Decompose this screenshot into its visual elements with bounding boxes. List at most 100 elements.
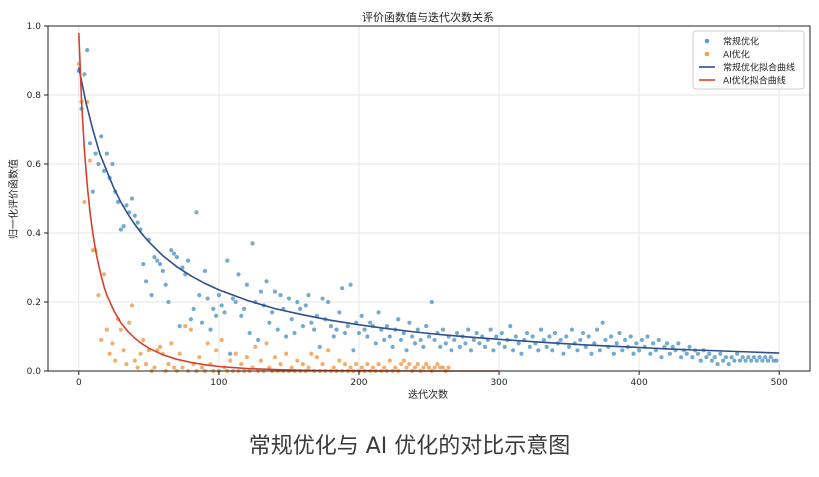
data-point xyxy=(233,351,238,356)
data-point xyxy=(541,337,546,343)
data-point xyxy=(477,341,482,346)
data-point xyxy=(143,362,149,367)
data-point xyxy=(166,299,171,305)
data-point xyxy=(219,337,224,343)
data-point xyxy=(457,344,462,349)
data-point xyxy=(183,324,188,329)
data-point xyxy=(258,289,264,294)
data-point xyxy=(586,334,591,339)
data-point xyxy=(578,337,583,343)
data-point xyxy=(637,348,642,353)
data-point xyxy=(348,282,353,287)
data-point xyxy=(278,362,283,367)
data-point xyxy=(292,330,297,336)
data-point xyxy=(337,358,342,363)
data-point xyxy=(169,248,174,253)
data-point xyxy=(494,334,499,339)
data-point xyxy=(113,358,118,363)
data-point xyxy=(118,327,123,332)
data-point xyxy=(174,255,179,260)
data-point xyxy=(135,220,140,225)
data-point xyxy=(614,341,619,346)
data-point xyxy=(132,213,137,218)
legend-label: 常规优化 xyxy=(723,36,759,48)
data-point xyxy=(440,327,446,332)
data-point xyxy=(258,358,264,363)
data-point xyxy=(191,306,196,311)
data-point xyxy=(474,330,479,336)
data-point xyxy=(227,358,233,363)
data-point xyxy=(368,320,373,325)
data-point xyxy=(774,358,779,363)
data-point xyxy=(138,351,143,356)
data-point xyxy=(765,358,771,363)
data-point xyxy=(426,334,432,339)
data-point xyxy=(564,334,569,339)
data-point xyxy=(508,324,513,329)
data-point xyxy=(152,255,157,260)
data-point xyxy=(163,282,168,287)
data-point xyxy=(396,317,401,322)
data-point xyxy=(558,337,563,343)
data-point xyxy=(712,355,717,360)
data-point xyxy=(309,320,314,325)
data-point xyxy=(715,362,720,367)
data-point xyxy=(157,261,163,267)
data-point xyxy=(320,362,325,367)
data-point xyxy=(132,358,137,363)
data-point xyxy=(763,355,768,360)
data-point xyxy=(110,341,115,346)
data-point xyxy=(348,365,353,370)
data-point xyxy=(93,151,98,156)
data-point xyxy=(398,362,404,367)
data-point xyxy=(709,358,715,363)
data-point xyxy=(219,303,224,308)
data-point xyxy=(87,158,93,163)
data-point xyxy=(496,341,502,346)
data-point xyxy=(740,355,745,360)
data-point xyxy=(471,337,476,343)
data-point xyxy=(575,348,580,353)
data-point xyxy=(566,344,572,349)
data-point xyxy=(656,337,661,343)
data-point xyxy=(306,365,311,370)
data-point xyxy=(382,337,387,343)
data-point xyxy=(418,337,423,343)
data-point xyxy=(547,334,552,339)
regular-fit-curve xyxy=(78,67,780,354)
x-tick-label: 0 xyxy=(76,378,82,388)
data-point xyxy=(227,351,233,356)
data-point xyxy=(250,241,255,246)
data-point xyxy=(300,324,306,329)
data-point xyxy=(129,303,135,308)
data-point xyxy=(171,365,177,370)
data-point xyxy=(99,337,104,343)
data-point xyxy=(410,334,415,339)
data-point xyxy=(300,362,306,367)
data-point xyxy=(726,362,731,367)
data-point xyxy=(519,351,524,356)
data-point xyxy=(351,348,356,353)
data-point xyxy=(376,310,381,315)
data-point xyxy=(337,310,342,315)
data-point xyxy=(160,268,165,274)
data-point xyxy=(718,351,723,356)
data-point xyxy=(659,355,664,360)
data-point xyxy=(620,348,625,353)
legend-label: AI优化 xyxy=(723,49,750,61)
data-point xyxy=(345,324,350,329)
data-point xyxy=(239,362,244,367)
data-point xyxy=(552,330,558,336)
data-point xyxy=(197,293,202,298)
data-point xyxy=(513,334,518,339)
data-point xyxy=(449,348,454,353)
data-point xyxy=(684,351,689,356)
data-point xyxy=(432,337,437,343)
data-point xyxy=(213,348,219,353)
data-point xyxy=(707,351,712,356)
data-point xyxy=(171,251,177,256)
data-point xyxy=(110,161,115,167)
data-point xyxy=(331,334,336,339)
data-point xyxy=(407,362,412,367)
data-point xyxy=(648,351,653,356)
